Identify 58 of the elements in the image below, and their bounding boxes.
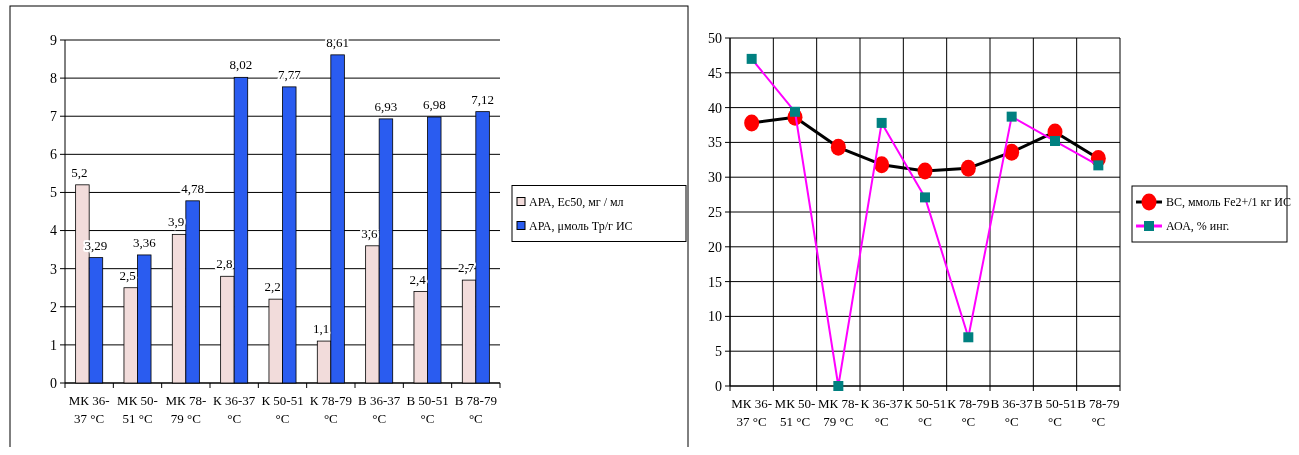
x-tick-label: МК 36-37 °С xyxy=(68,393,110,426)
y-tick-label: 30 xyxy=(708,170,722,186)
x-tick-label: В 36-37 °С xyxy=(990,396,1034,429)
x-tick-label: К 50-51 °С xyxy=(261,393,304,426)
legend-label: АРА, μмоль Тр/г ИС xyxy=(529,218,633,233)
y-tick-label: 50 xyxy=(708,30,722,46)
legend-label: АРА, Ес50, мг / мл xyxy=(529,194,624,209)
data-label: 3,36 xyxy=(132,234,157,250)
data-label: 8,61 xyxy=(326,34,349,50)
data-label: 5,2 xyxy=(71,164,88,180)
x-tick-label: МК 36-37 °С xyxy=(731,396,773,429)
y-tick-label: 4 xyxy=(50,223,57,239)
x-tick-label: В 50-51 °С xyxy=(1033,396,1077,429)
legend-label: ВС, ммоль Fe2+/1 кг ИС xyxy=(1166,195,1292,210)
y-tick-label: 5 xyxy=(50,185,57,201)
data-label: 1,1 xyxy=(312,321,330,337)
data-label: 2,8 xyxy=(216,256,233,272)
data-label: 2,2 xyxy=(264,279,281,295)
data-label: 2,5 xyxy=(119,267,136,283)
y-tick-label: 3 xyxy=(50,261,57,277)
data-label: 3,9 xyxy=(167,214,185,230)
y-tick-label: 7 xyxy=(50,109,57,125)
x-tick-label: В 36-37 °С xyxy=(358,393,401,426)
y-tick-label: 6 xyxy=(50,147,57,163)
y-tick-label: 8 xyxy=(50,71,57,87)
x-tick-label: МК 78-79 °С xyxy=(165,393,207,426)
x-tick-label: К 50-51 °С xyxy=(903,396,947,429)
x-tick-label: К 36-37 °С xyxy=(213,393,256,426)
y-tick-label: 45 xyxy=(708,65,722,81)
x-tick-label: МК 78-79 °С xyxy=(817,396,859,429)
data-label: 8,02 xyxy=(229,57,253,73)
data-label: 7,77 xyxy=(277,66,302,82)
data-label: 6,93 xyxy=(374,98,398,114)
y-tick-label: 9 xyxy=(50,32,57,48)
x-tick-label: К 36-37 °С xyxy=(860,396,904,429)
y-tick-label: 1 xyxy=(50,337,57,353)
x-tick-label: МК 50-51 °С xyxy=(117,393,158,426)
y-tick-label: 25 xyxy=(708,204,722,220)
y-tick-label: 15 xyxy=(708,274,722,290)
y-tick-label: 40 xyxy=(708,100,722,116)
x-tick-label: К 78-79 °С xyxy=(309,393,352,426)
legend-label: АОА, % инг. xyxy=(1166,219,1230,234)
data-label: 6,98 xyxy=(422,96,446,112)
y-tick-label: 0 xyxy=(50,375,57,391)
y-tick-label: 5 xyxy=(715,344,722,360)
x-tick-label: В 50-51 °С xyxy=(406,393,449,426)
x-tick-label: К 78-79 °С xyxy=(947,396,990,429)
y-tick-label: 35 xyxy=(708,135,722,151)
x-tick-label: МК 50-51 °С xyxy=(774,396,816,429)
y-tick-label: 2 xyxy=(50,299,57,315)
x-tick-label: В 78-79 °С xyxy=(1077,396,1120,429)
x-tick-label: В 78-79 °С xyxy=(454,393,497,426)
y-tick-label: 20 xyxy=(708,239,722,255)
data-label: 4,78 xyxy=(181,180,204,196)
y-tick-label: 10 xyxy=(708,309,722,325)
data-label: 7,12 xyxy=(471,91,494,107)
data-label: 2,4 xyxy=(409,271,427,287)
y-tick-label: 0 xyxy=(715,378,722,394)
